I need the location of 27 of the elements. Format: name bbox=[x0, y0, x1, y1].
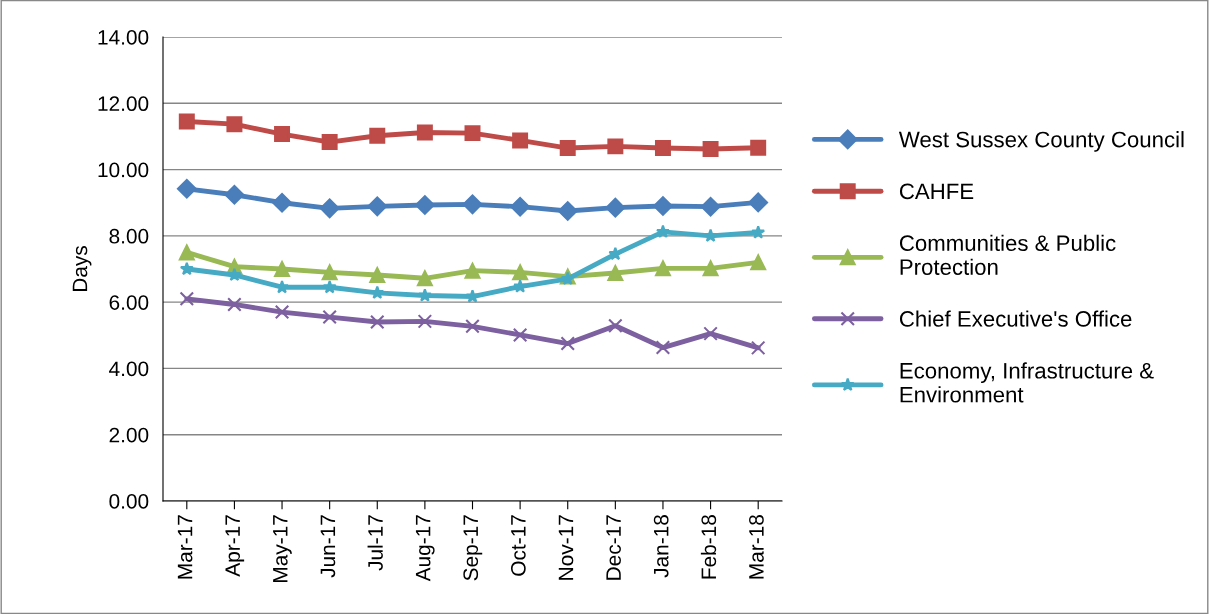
legend-label: West Sussex County Council bbox=[898, 131, 1184, 152]
y-tick-label: 10.00 bbox=[98, 162, 149, 178]
legend-label: Chief Executive's Office bbox=[899, 310, 1132, 327]
legend-label: CAHFE bbox=[899, 183, 974, 200]
x-tick-label: Jun-17 bbox=[320, 515, 336, 578]
y-tick-label: 0.00 bbox=[109, 494, 149, 509]
x-tick-label: Nov-17 bbox=[558, 515, 574, 580]
y-tick-label: 6.00 bbox=[109, 295, 149, 310]
legend-label: Communities & Public Protection bbox=[899, 234, 1116, 275]
y-tick-label: 8.00 bbox=[109, 228, 149, 244]
x-tick-label: Feb-18 bbox=[700, 515, 717, 579]
x-tick-label: Jul-17 bbox=[367, 515, 383, 571]
x-tick-label: Sep-17 bbox=[463, 515, 483, 581]
x-tick-label: May-17 bbox=[273, 515, 292, 582]
x-tick-label: Oct-17 bbox=[510, 515, 526, 576]
y-tick-label: 14.00 bbox=[98, 30, 149, 45]
legend-label: Economy, Infrastructure & Environment bbox=[900, 362, 1154, 403]
y-axis-title: Days bbox=[72, 246, 92, 292]
x-tick-label: Jan-18 bbox=[653, 515, 669, 578]
x-tick-label: Mar-18 bbox=[749, 515, 764, 579]
x-tick-label: Dec-17 bbox=[606, 515, 621, 580]
y-tick-label: 2.00 bbox=[109, 427, 149, 443]
x-tick-label: Apr-17 bbox=[225, 515, 245, 577]
x-tick-label: Aug-17 bbox=[415, 515, 435, 582]
y-tick-label: 4.00 bbox=[109, 361, 149, 377]
y-tick-label: 12.00 bbox=[98, 96, 149, 112]
x-tick-label: Mar-17 bbox=[177, 515, 193, 579]
